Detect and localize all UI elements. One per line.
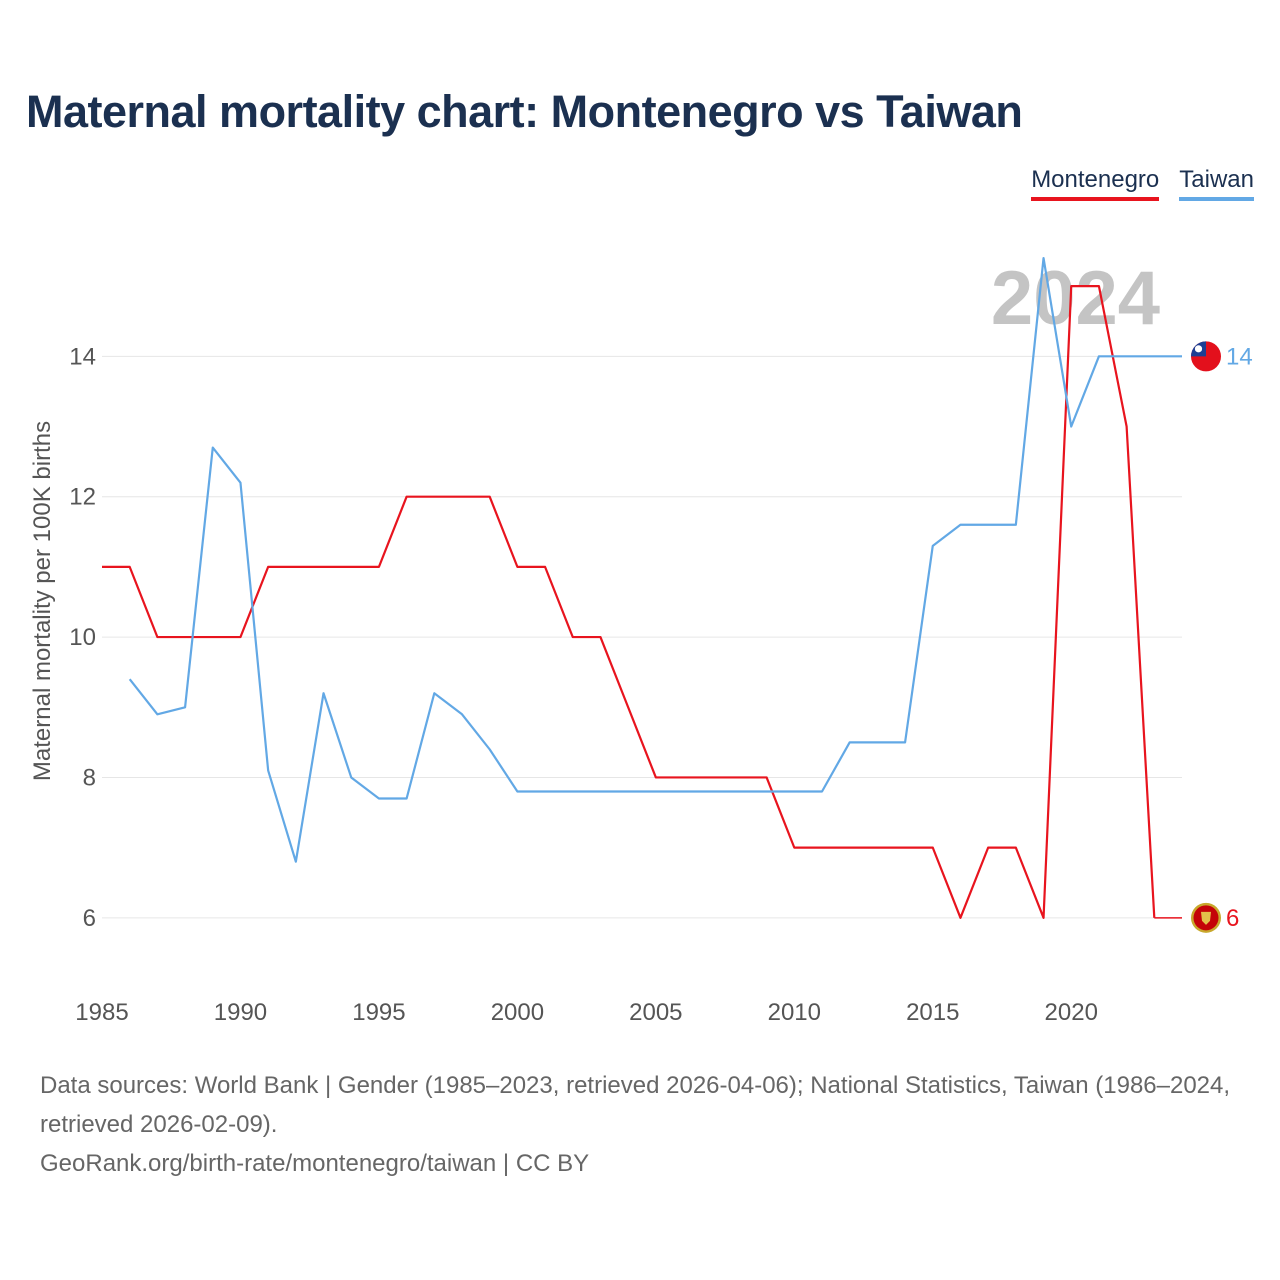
series-lines (102, 256, 1182, 919)
y-tick-label-6: 6 (83, 905, 96, 932)
x-tick-label-1995: 1995 (352, 999, 405, 1026)
legend: Montenegro Taiwan (1031, 166, 1254, 201)
legend-label-taiwan: Taiwan (1179, 166, 1254, 193)
grid-lines (102, 355, 1182, 919)
data-sources: Data sources: World Bank | Gender (1985–… (40, 1072, 1231, 1138)
y-tick-label-14: 14 (69, 343, 96, 370)
taiwan-flag-icon (1191, 341, 1221, 372)
legend-label-montenegro: Montenegro (1031, 166, 1160, 193)
y-tick-label-10: 10 (69, 624, 96, 651)
montenegro-flag-icon (1191, 902, 1221, 933)
y-tick-label-8: 8 (83, 764, 96, 791)
end-value-label-taiwan: 14 (1226, 343, 1253, 370)
x-tick-label-1990: 1990 (214, 999, 267, 1026)
credit-link[interactable]: GeoRank.org/birth-rate/montenegro/taiwan… (40, 1150, 590, 1177)
flag-sun (1194, 345, 1203, 353)
year-watermark: 2024 (991, 256, 1160, 341)
legend-item-montenegro[interactable]: Montenegro (1031, 166, 1160, 201)
x-tick-label-2010: 2010 (768, 999, 821, 1026)
y-axis-ticks: 6 8 10 12 14 (69, 343, 96, 931)
legend-item-taiwan[interactable]: Taiwan (1179, 166, 1254, 201)
footer: Data sources: World Bank | Gender (1985–… (40, 1066, 1240, 1183)
x-tick-label-2015: 2015 (906, 999, 959, 1026)
line-chart: 2024 6 8 10 12 14 1985 1990 1995 2000 2005 2010 20… (29, 256, 1253, 1026)
legend-swatch-taiwan (1179, 197, 1254, 201)
x-axis-ticks: 1985 1990 1995 2000 2005 2010 2015 2020 (75, 999, 1098, 1026)
series-line-taiwan (128, 256, 1182, 863)
end-markers: 6 14 (1154, 341, 1253, 933)
x-tick-label-2005: 2005 (629, 999, 682, 1026)
x-tick-label-1985: 1985 (75, 999, 128, 1026)
legend-swatch-montenegro (1031, 197, 1160, 201)
chart-title: Maternal mortality chart: Montenegro vs … (26, 86, 1023, 137)
series-line-montenegro (102, 285, 1156, 919)
x-tick-label-2000: 2000 (491, 999, 544, 1026)
end-value-label-montenegro: 6 (1226, 905, 1239, 932)
y-axis-label: Maternal mortality per 100K births (29, 421, 56, 781)
x-tick-label-2020: 2020 (1045, 999, 1098, 1026)
y-tick-label-12: 12 (69, 484, 96, 511)
flag-eagle (1201, 911, 1211, 925)
